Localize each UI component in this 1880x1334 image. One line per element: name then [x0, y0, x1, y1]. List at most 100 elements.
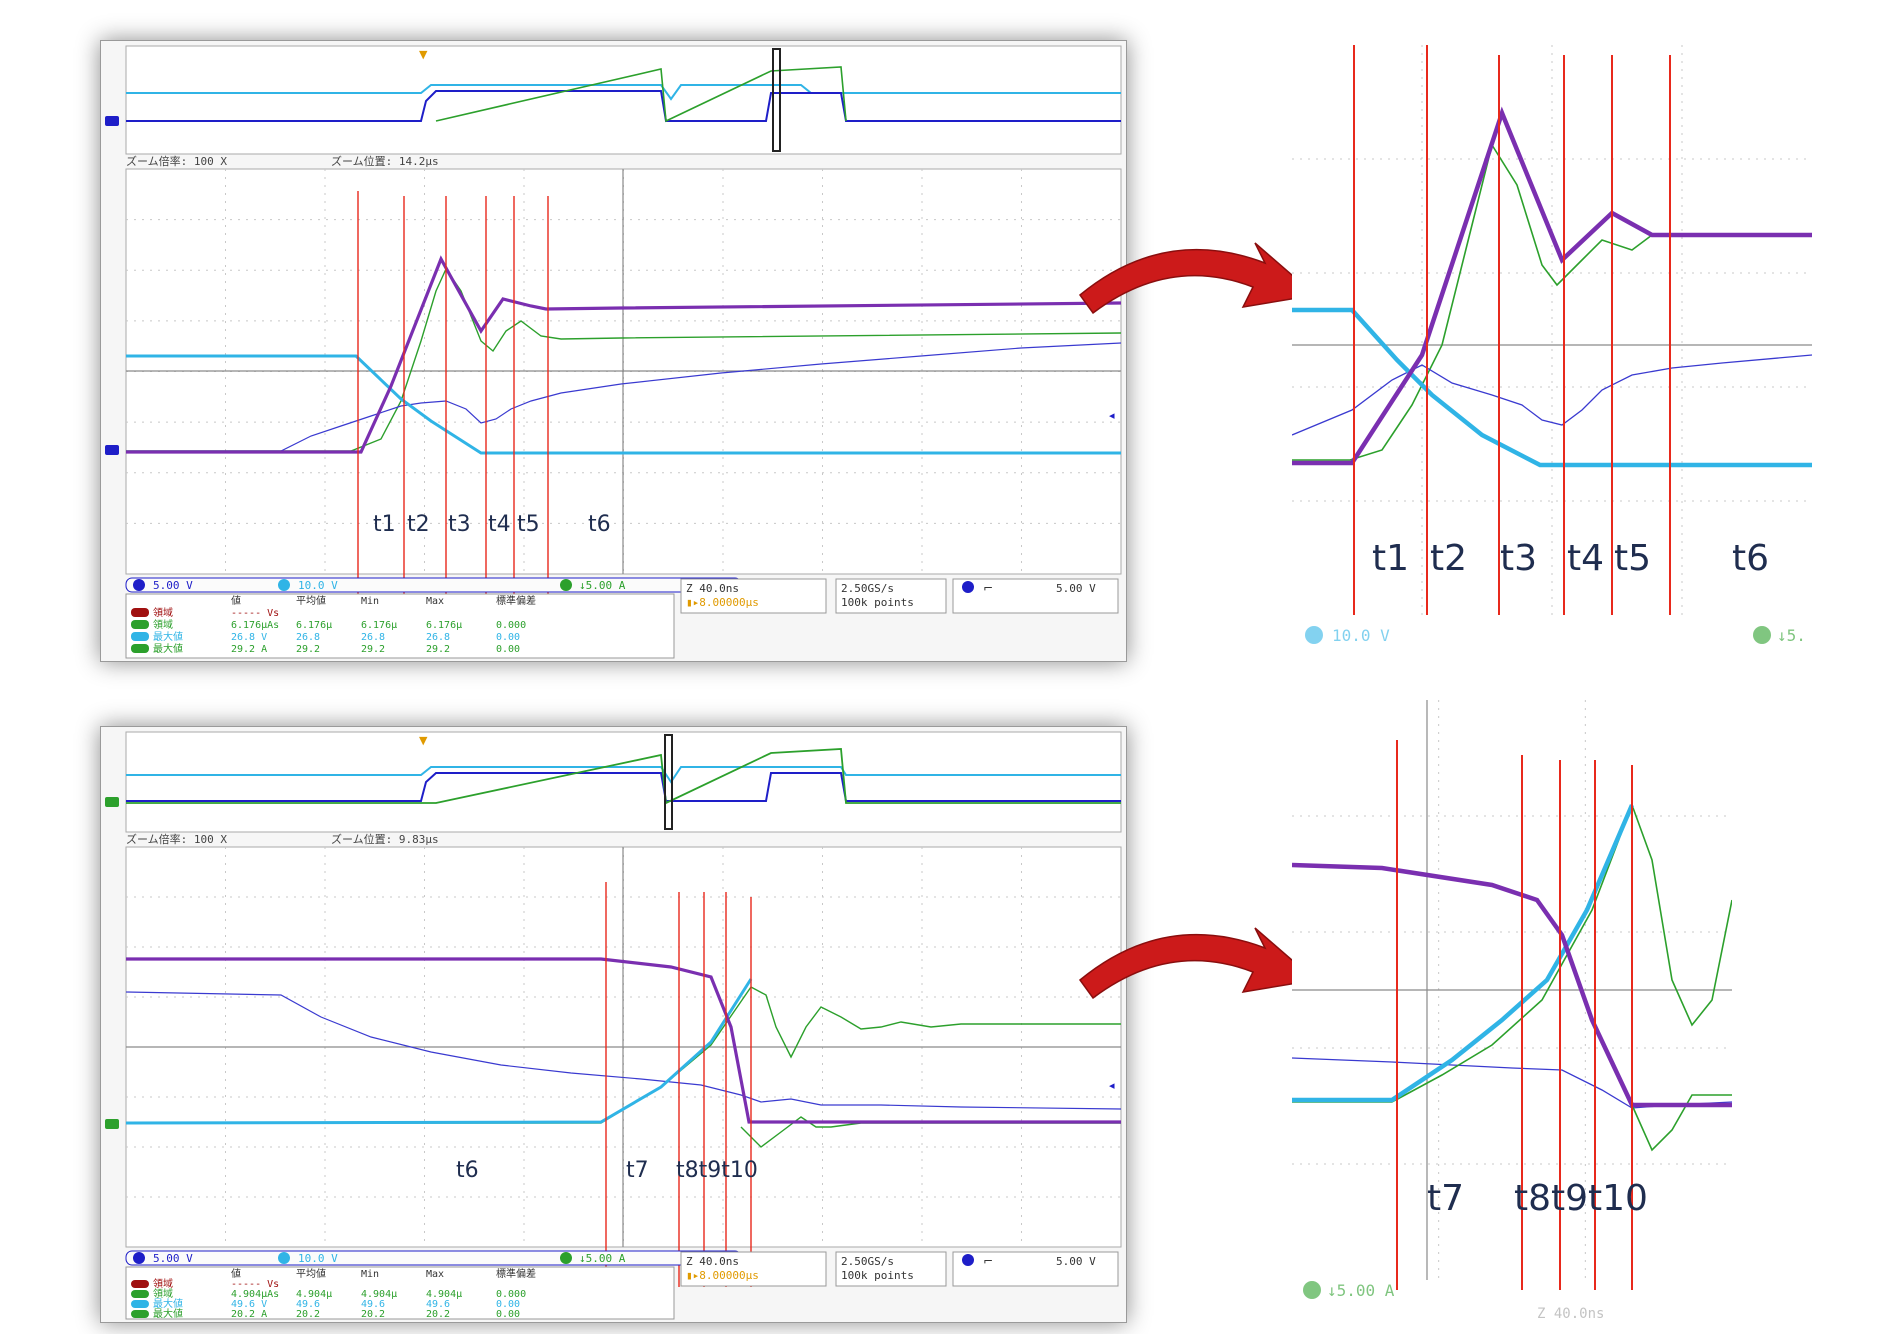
zoom-ch4-badge-icon	[1303, 1281, 1321, 1299]
zoom-label-t3: t3	[1500, 538, 1537, 579]
overview-strip	[125, 45, 1122, 155]
meas-header-stddev: 標準偏差	[496, 1267, 536, 1280]
time-markers	[357, 191, 549, 616]
meas-badge-ch4-icon	[131, 1310, 149, 1318]
measurement-table	[125, 593, 675, 659]
label-t7: t7	[626, 1158, 649, 1183]
ch2-scale-text: 10.0 V	[298, 579, 338, 592]
meas-row-label: 領域	[153, 618, 173, 631]
meas-cell: 6.176μ	[426, 620, 462, 631]
trigger-level-icon: ◂	[1109, 409, 1115, 422]
meas-cell: ----- Vs	[231, 1279, 279, 1290]
ch2-badge-icon	[278, 1252, 290, 1264]
ch2-drain-voltage-trace	[126, 354, 1121, 455]
math-overlay-trace	[126, 957, 1121, 1124]
zoom-arrow-top-icon	[1078, 242, 1317, 315]
meas-badge-ch2-icon	[131, 632, 149, 641]
meas-cell: 26.8 V	[231, 632, 267, 643]
acquisition-box	[835, 1251, 947, 1287]
channel-scale-bar	[125, 1250, 742, 1266]
meas-cell: 26.8	[426, 632, 450, 643]
meas-cell: 0.00	[496, 1299, 520, 1310]
trigger-marker-icon: ▼	[419, 48, 428, 61]
zoom-time-markers	[1396, 740, 1633, 1290]
meas-cell: 49.6	[296, 1299, 320, 1310]
meas-cell: 0.00	[496, 632, 520, 643]
meas-cell: ----- Vs	[231, 608, 279, 619]
zoom-label-t8t9t10: t8t9t10	[1514, 1178, 1648, 1219]
meas-badge-ch4-icon	[131, 1290, 149, 1298]
meas-header-stddev: 標準偏差	[496, 594, 536, 607]
meas-cell: 20.2	[426, 1309, 450, 1320]
zoom-position-text: ズーム位置: 9.83μs	[331, 832, 439, 846]
delay-text: ▮▸8.00000μs	[686, 596, 759, 609]
meas-cell: 20.2 A	[231, 1309, 267, 1320]
meas-badge-ch2-icon	[131, 1300, 149, 1308]
overview-ch4-trace	[435, 66, 847, 123]
meas-cell: 29.2	[361, 644, 385, 655]
meas-row-label: 領域	[153, 1277, 173, 1290]
ch2-scale-text: 10.0 V	[298, 1252, 338, 1265]
meas-cell: 6.176μ	[296, 620, 332, 631]
ch1-scale-text: 5.00 V	[153, 1252, 193, 1265]
meas-header-min: Min	[361, 596, 379, 607]
label-t2: t2	[407, 512, 430, 537]
overview-ch2-trace	[126, 84, 1121, 101]
ch2-drain-voltage-trace	[125, 978, 753, 1125]
meas-badge-ch4-icon	[131, 620, 149, 629]
measurement-table	[125, 1266, 675, 1320]
zoom-ch2-badge-icon	[1305, 626, 1323, 644]
meas-header-value: 値	[231, 594, 241, 607]
label-t6: t6	[588, 512, 611, 537]
meas-cell: 49.6	[361, 1299, 385, 1310]
meas-header-mean: 平均値	[296, 594, 326, 607]
zoom-factor-text: ズーム倍率: 100 X	[126, 832, 227, 846]
meas-cell: 0.00	[496, 644, 520, 655]
trigger-level-icon: ◂	[1109, 1079, 1115, 1092]
zoom-ch2-drain-voltage-trace	[1292, 804, 1635, 1103]
ch1-badge-icon	[133, 579, 145, 591]
label-t4: t4	[488, 512, 511, 537]
zoom-time-markers	[1353, 45, 1671, 615]
sample-rate-text: 2.50GS/s	[841, 1255, 894, 1268]
meas-header-value: 値	[231, 1267, 241, 1280]
channel-scale-bar	[125, 577, 742, 593]
trigger-ch1-badge-icon	[962, 1254, 974, 1266]
timebase-text: Z 40.0ns	[686, 1255, 739, 1268]
meas-cell: 29.2 A	[231, 644, 267, 655]
zoom-window-marker	[772, 48, 781, 152]
ch4-badge-icon	[560, 1252, 572, 1264]
label-t6: t6	[456, 1158, 479, 1183]
meas-header-max: Max	[426, 596, 444, 607]
zoom-timebase-text: Z 40.0ns	[1537, 1306, 1604, 1322]
overview-strip	[125, 731, 1122, 833]
meas-cell: 29.2	[426, 644, 450, 655]
meas-cell: 26.8	[296, 632, 320, 643]
meas-badge-math-icon	[131, 608, 149, 617]
sample-rate-text: 2.50GS/s	[841, 582, 894, 595]
trigger-level-text: 5.00 V	[1056, 582, 1096, 595]
label-t5: t5	[517, 512, 540, 537]
zoom-ch1-gate-trace	[1292, 354, 1812, 436]
top-zoom-svg: t1 t2 t3 t4 t5 t6 10.0 V ↓5.	[1292, 45, 1812, 645]
meas-row-label: 最大値	[153, 1307, 183, 1320]
meas-row-label: 最大値	[153, 642, 183, 655]
trigger-slope-icon: ⌐	[983, 1254, 993, 1268]
zoom-label-t4: t4	[1567, 538, 1604, 579]
meas-row-label: 領域	[153, 1287, 173, 1300]
ch4-scale-text: ↓5.00 A	[579, 579, 626, 592]
meas-cell: 6.176μ	[361, 620, 397, 631]
ch1-ground-marker-icon	[105, 116, 119, 126]
measurement-headers: 値 平均値 Min Max 標準偏差	[231, 594, 536, 607]
bottom-zoom-svg: t7 t8t9t10 ↓5.00 A Z 40.0ns	[1292, 700, 1732, 1322]
zoom-label-t6: t6	[1732, 538, 1769, 579]
zoom-ch4-ringing-lower	[1631, 1094, 1732, 1152]
bottom-scope-svg: ▼ ズーム倍率: 100 X ズーム位置: 9.83μs ◂ t6 t7 t8t…	[105, 731, 1122, 1320]
bottom-scope-screenshot: ▼ ズーム倍率: 100 X ズーム位置: 9.83μs ◂ t6 t7 t8t…	[100, 726, 1127, 1323]
zoom-window-marker	[664, 734, 673, 830]
meas-cell: 20.2	[361, 1309, 385, 1320]
ch4-scale-text: ↓5.00 A	[579, 1252, 626, 1265]
meas-cell: 26.8	[361, 632, 385, 643]
ch1-gate-trace	[126, 342, 1122, 452]
meas-cell: 0.000	[496, 1289, 526, 1300]
